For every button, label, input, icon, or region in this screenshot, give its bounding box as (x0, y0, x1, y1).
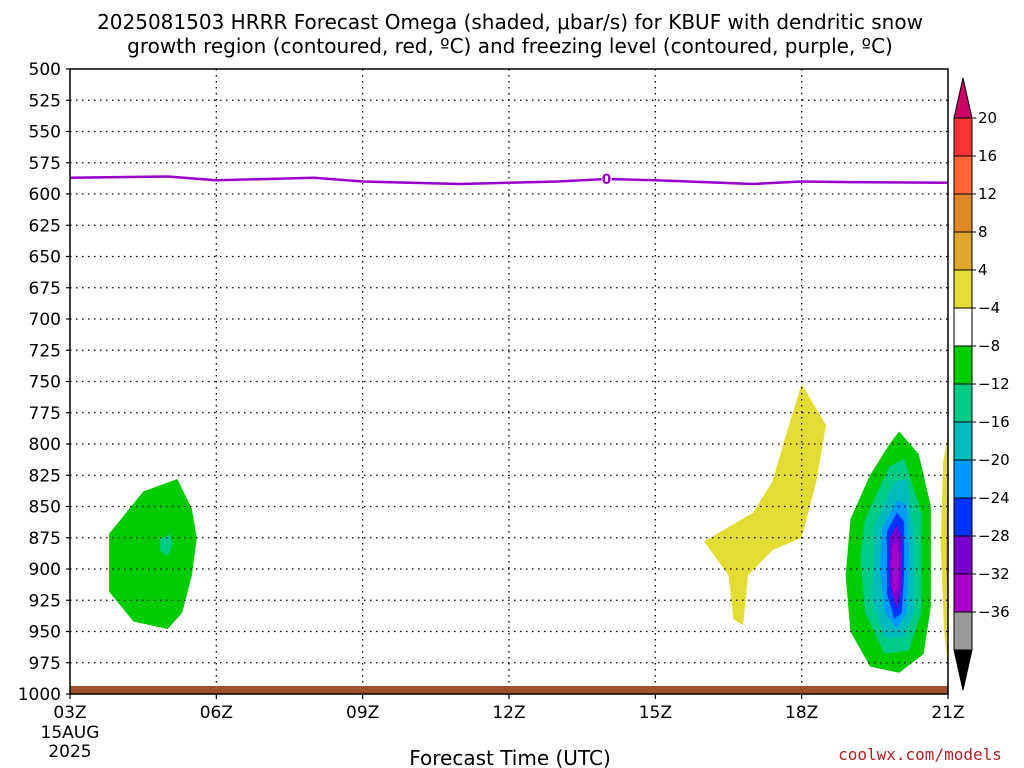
colorbar-band (953, 193, 973, 233)
omega-area-9 (891, 541, 900, 594)
omega-area-0 (109, 479, 197, 629)
colorbar-label: 16 (978, 147, 997, 165)
y-tick-label: 975 (29, 654, 61, 674)
freezing-level-layer: 0 (69, 170, 949, 188)
colorbar-label: 12 (978, 185, 997, 203)
x-tick-label: 21Z (931, 703, 964, 723)
x-tick-label: 15Z (639, 703, 672, 723)
colorbar-label: 20 (978, 109, 997, 127)
y-axis: 500 525 550 575 600 625 650 675 700 725 750 775 800 8… (18, 60, 70, 705)
colorbar-band (953, 307, 973, 347)
colorbar-band (953, 383, 973, 423)
colorbar-band (953, 231, 973, 271)
freezing-level-line (69, 175, 949, 186)
colorbar-label: −12 (978, 375, 1010, 393)
y-tick-label: 850 (29, 498, 61, 518)
colorbar-label: −16 (978, 413, 1010, 431)
colorbar-label: 8 (978, 223, 988, 241)
chart-title-line2: growth region (contoured, red, ºC) and f… (127, 34, 893, 58)
colorbar-band (953, 535, 973, 575)
x-tick-label: 12Z (492, 703, 525, 723)
omega-colorbar: 20 16 12 8 4 −4 −8 −12 −16 −20 −24 −28 −32 −36 (953, 77, 1010, 691)
omega-area-10 (940, 434, 948, 667)
y-tick-label: 550 (29, 123, 61, 143)
colorbar-band (953, 345, 973, 385)
y-tick-label: 875 (29, 529, 61, 549)
grid-layer (70, 69, 948, 694)
ground-strip (70, 686, 948, 694)
colorbar-label: 4 (978, 261, 988, 279)
y-tick-label: 900 (29, 560, 61, 580)
x-tick-label: 03Z (53, 703, 86, 723)
x-date-label: 15AUG (41, 723, 100, 743)
chart-title-line1: 2025081503 HRRR Forecast Omega (shaded, … (97, 10, 923, 34)
colorbar-top-arrow (953, 77, 973, 119)
colorbar-label: −36 (978, 603, 1010, 621)
credit-text: coolwx.com/models (838, 745, 1002, 764)
x-tick-label: 06Z (200, 703, 233, 723)
x-axis-title: Forecast Time (UTC) (409, 746, 611, 768)
y-tick-label: 600 (29, 185, 61, 205)
y-tick-label: 750 (29, 373, 61, 393)
y-tick-label: 950 (29, 623, 61, 643)
colorbar-band (953, 459, 973, 499)
y-tick-label: 1000 (18, 685, 61, 705)
colorbar-band (953, 269, 973, 309)
colorbar-label: −4 (978, 299, 1000, 317)
x-tick-label: 09Z (346, 703, 379, 723)
omega-area-1 (160, 534, 173, 557)
colorbar-band (953, 611, 973, 651)
colorbar-bottom-arrow (953, 649, 973, 691)
colorbar-band (953, 497, 973, 537)
y-tick-label: 575 (29, 154, 61, 174)
colorbar-label: −20 (978, 451, 1010, 469)
omega-shading-layer (109, 384, 948, 673)
y-tick-label: 825 (29, 466, 61, 486)
colorbar-band (953, 155, 973, 195)
freezing-level-label-bg (601, 170, 612, 187)
colorbar-band (953, 573, 973, 613)
freezing-level-label: 0 (602, 172, 612, 188)
y-tick-label: 625 (29, 216, 61, 236)
y-tick-label: 800 (29, 435, 61, 455)
y-tick-label: 775 (29, 404, 61, 424)
y-tick-label: 500 (29, 60, 61, 80)
colorbar-band (953, 421, 973, 461)
y-tick-label: 925 (29, 591, 61, 611)
x-tick-label: 18Z (785, 703, 818, 723)
y-tick-label: 700 (29, 310, 61, 330)
x-date-label: 2025 (48, 742, 91, 762)
y-tick-label: 725 (29, 341, 61, 361)
colorbar-label: −28 (978, 527, 1010, 545)
colorbar-label: −32 (978, 565, 1010, 583)
colorbar-label: −8 (978, 337, 1000, 355)
omega-area-2 (704, 384, 827, 626)
y-tick-label: 650 (29, 248, 61, 268)
y-tick-label: 525 (29, 91, 61, 111)
colorbar-band (953, 117, 973, 157)
colorbar-label: −24 (978, 489, 1010, 507)
y-tick-label: 675 (29, 279, 61, 299)
